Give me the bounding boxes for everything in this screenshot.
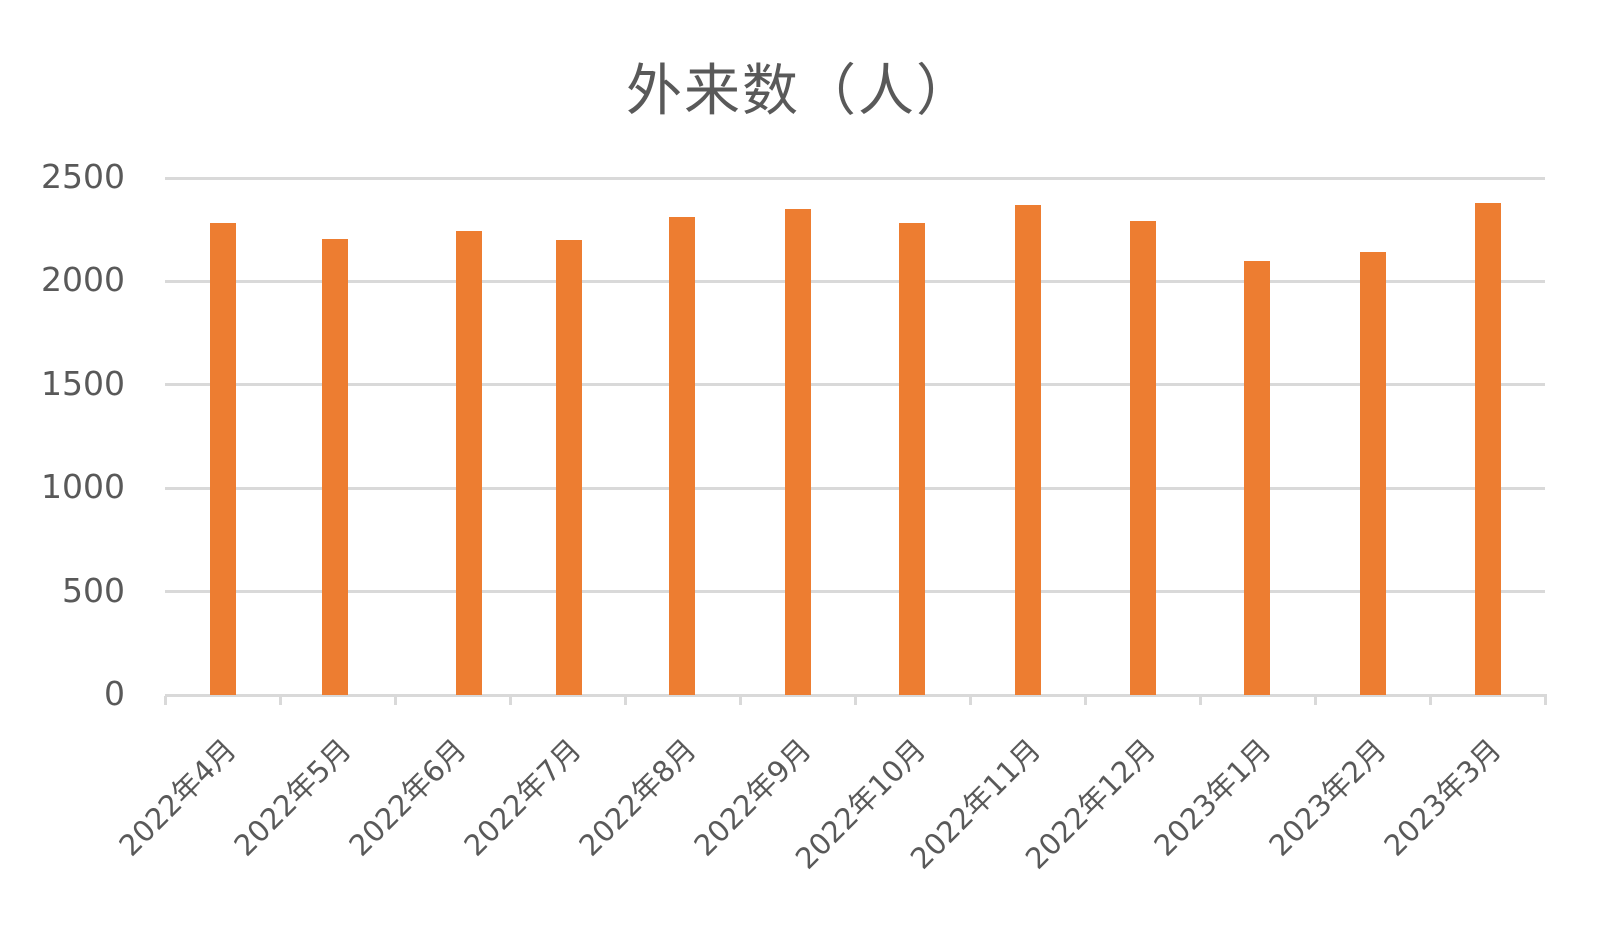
chart-title: 外来数（人） <box>626 59 974 124</box>
x-tick-mark <box>739 696 742 705</box>
gridline <box>165 279 1545 283</box>
bar <box>1244 260 1270 695</box>
y-tick-label: 2000 <box>41 260 125 300</box>
x-tick-label: 2022年8月 <box>571 732 703 863</box>
x-tick-label: 2022年7月 <box>456 732 588 863</box>
x-tick-mark <box>624 696 627 705</box>
x-tick-mark <box>854 696 857 705</box>
x-tick-mark <box>394 696 397 705</box>
gridline <box>165 176 1545 180</box>
y-tick-label: 1000 <box>41 467 125 507</box>
x-tick-label: 2022年6月 <box>341 732 473 863</box>
x-tick-label: 2022年4月 <box>111 732 243 863</box>
x-tick-mark <box>164 696 167 705</box>
bar <box>456 230 482 695</box>
x-axis-line <box>165 694 1547 697</box>
x-tick-mark <box>279 696 282 705</box>
y-tick-label: 500 <box>62 570 125 610</box>
x-tick-label: 2023年1月 <box>1146 732 1278 863</box>
gridline <box>165 486 1545 490</box>
x-tick-mark <box>1199 696 1202 705</box>
x-tick-label: 2022年5月 <box>226 732 358 863</box>
x-tick-mark <box>969 696 972 705</box>
y-tick-label: 0 <box>104 674 125 713</box>
bar <box>669 217 695 695</box>
bar <box>1359 252 1386 695</box>
y-tick-label: 2500 <box>41 157 125 196</box>
bar <box>1475 202 1501 695</box>
x-tick-mark <box>1314 696 1317 705</box>
bar <box>555 240 582 695</box>
bar <box>210 223 236 695</box>
bar <box>1130 221 1156 695</box>
x-tick-mark <box>1084 696 1087 705</box>
y-tick-label: 1500 <box>41 363 125 403</box>
bar <box>899 223 925 695</box>
x-tick-mark <box>509 696 512 705</box>
x-tick-label: 2023年2月 <box>1261 732 1393 863</box>
bar <box>785 209 811 695</box>
x-tick-mark <box>1429 696 1432 705</box>
gridline <box>165 590 1545 594</box>
x-tick-label: 2023年3月 <box>1376 732 1508 863</box>
bar <box>1014 204 1041 695</box>
x-tick-mark <box>1544 696 1547 705</box>
gridline <box>165 383 1545 387</box>
bar <box>321 239 348 695</box>
